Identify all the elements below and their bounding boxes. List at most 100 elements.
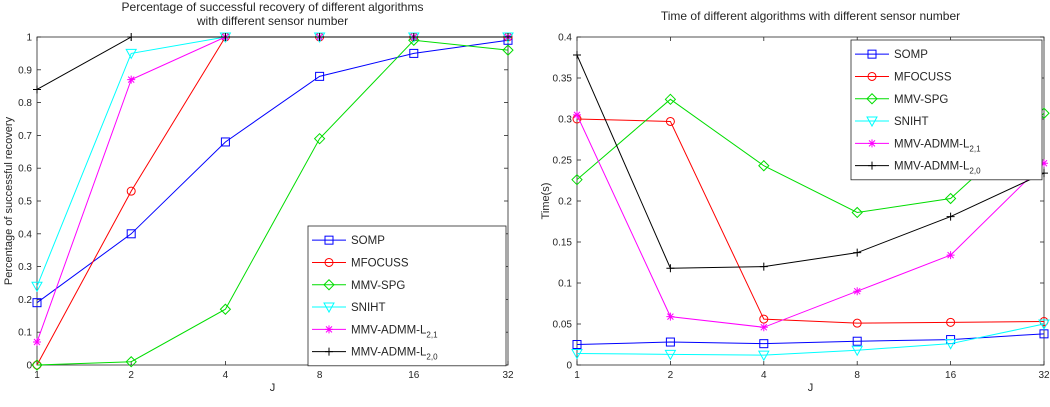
data-point xyxy=(409,33,418,41)
y-tick-label: 0.8 xyxy=(18,98,32,109)
x-tick-label: 32 xyxy=(1038,370,1050,381)
legend-entry: MMV-SPG xyxy=(312,279,405,292)
legend: SOMP MFOCUSS MMV-SPG SNIHT MMV-ADMM-L2,1 MMV-… xyxy=(850,39,1043,181)
series-4 xyxy=(571,319,1050,362)
data-point xyxy=(125,48,138,60)
y-tick-label: 0.05 xyxy=(553,320,573,331)
legend-label: SNIHT xyxy=(351,302,386,314)
legend-entry: SOMP xyxy=(312,235,385,247)
data-point xyxy=(126,186,136,196)
data-point xyxy=(851,345,864,357)
legend-marker xyxy=(325,347,333,356)
y-tick-label: 0.9 xyxy=(18,65,32,76)
series-6 xyxy=(33,33,512,94)
data-point xyxy=(221,33,230,41)
legend-entry: SNIHT xyxy=(312,302,386,314)
legend-label: MMV-SPG xyxy=(894,94,948,106)
legend-label: MMV-ADMM-L2,0 xyxy=(894,161,981,176)
x-tick-label: 2 xyxy=(128,370,134,381)
data-point xyxy=(32,298,42,308)
legend-marker xyxy=(323,302,335,314)
y-tick-label: 0.3 xyxy=(558,115,572,126)
y-axis-label: Percentage of successful recovery xyxy=(3,116,15,285)
y-tick-label: 0.5 xyxy=(18,197,32,208)
legend-marker xyxy=(324,235,334,245)
legend-marker xyxy=(866,116,878,128)
data-point xyxy=(1038,319,1050,331)
chart-title: Time of different algorithms with differ… xyxy=(661,9,960,23)
data-point xyxy=(759,314,769,324)
data-point xyxy=(853,248,862,257)
y-tick-label: 0 xyxy=(566,361,572,372)
data-point xyxy=(33,338,41,347)
series-line xyxy=(576,54,1045,269)
legend-label: MMV-ADMM-L2,1 xyxy=(894,138,981,153)
y-tick-label: 0.2 xyxy=(18,295,32,306)
data-point xyxy=(571,349,583,360)
legend-entry: MMV-ADMM-L2,1 xyxy=(312,324,438,339)
data-point xyxy=(851,206,863,219)
y-tick-label: 0.6 xyxy=(18,164,32,175)
y-tick-label: 0.15 xyxy=(553,238,573,249)
legend-box xyxy=(850,39,1043,181)
chart-1: Percentage of successful recovery of dif… xyxy=(3,0,514,394)
x-tick-label: 16 xyxy=(408,370,420,381)
x-tick-label: 32 xyxy=(502,370,514,381)
x-axis-label: J xyxy=(808,382,814,394)
x-tick-label: 4 xyxy=(223,370,229,381)
data-point xyxy=(33,85,41,94)
legend-entry: MMV-ADMM-L2,1 xyxy=(855,138,981,153)
x-tick-label: 1 xyxy=(34,370,40,381)
y-tick-label: 0.35 xyxy=(553,74,573,85)
y-tick-label: 0.4 xyxy=(558,33,572,44)
legend-marker xyxy=(868,139,876,148)
data-point xyxy=(409,48,419,58)
data-point xyxy=(315,71,325,81)
chart-2: Time of different algorithms with differ… xyxy=(540,9,1050,394)
data-point xyxy=(573,110,581,119)
data-point xyxy=(126,229,136,239)
series-3 xyxy=(571,93,1050,219)
data-point xyxy=(502,44,514,56)
x-tick-label: 16 xyxy=(945,370,957,381)
y-axis-label: Time(s) xyxy=(540,183,552,220)
legend-entry: SOMP xyxy=(855,49,928,61)
legend-label: MMV-SPG xyxy=(351,280,405,292)
series-line xyxy=(576,114,1045,328)
x-axis-label: J xyxy=(270,382,276,394)
data-point xyxy=(853,287,862,296)
data-point xyxy=(666,312,675,321)
data-point xyxy=(31,359,43,371)
x-tick-label: 8 xyxy=(317,370,323,381)
data-point xyxy=(31,281,43,293)
legend-marker xyxy=(324,257,334,267)
y-tick-label: 1 xyxy=(26,33,32,44)
data-point xyxy=(573,51,581,60)
data-point xyxy=(944,192,957,205)
legend-marker xyxy=(325,325,333,334)
x-tick-label: 1 xyxy=(574,370,580,381)
series-line xyxy=(576,323,1045,356)
series-6 xyxy=(573,51,1048,273)
legend-entry: MFOCUSS xyxy=(312,257,409,269)
y-tick-label: 0.3 xyxy=(18,262,32,273)
legend-marker xyxy=(323,279,335,291)
y-tick-label: 0.1 xyxy=(18,328,32,339)
data-point xyxy=(313,132,326,145)
data-point xyxy=(127,75,136,84)
legend-marker xyxy=(867,71,877,81)
data-point xyxy=(665,116,675,126)
series-line xyxy=(576,118,1045,324)
data-point xyxy=(759,262,768,271)
legend-entry: MMV-SPG xyxy=(855,93,948,106)
data-point xyxy=(125,356,137,368)
legend-label: MFOCUSS xyxy=(894,71,952,83)
legend-label: MFOCUSS xyxy=(351,257,409,269)
data-point xyxy=(759,323,768,332)
y-tick-label: 0 xyxy=(26,361,32,372)
data-point xyxy=(665,337,675,347)
series-line xyxy=(36,36,508,90)
legend-label: SOMP xyxy=(894,49,928,61)
